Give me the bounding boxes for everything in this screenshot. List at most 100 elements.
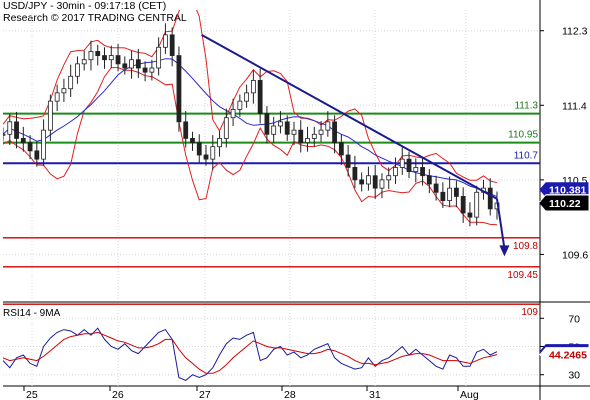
candle-body — [237, 100, 243, 110]
projection-arrow — [496, 198, 506, 249]
candle-body — [20, 138, 26, 143]
candle-body — [298, 129, 304, 143]
level-label: 110.7 — [514, 150, 539, 161]
candle-body — [359, 179, 365, 185]
candle-body — [27, 142, 33, 152]
candle-body — [325, 121, 331, 131]
candle-body — [311, 133, 317, 139]
candle-body — [169, 34, 175, 56]
candle-body — [156, 46, 162, 69]
candle-body — [271, 125, 277, 135]
candle-body — [81, 59, 87, 65]
rsi-tick-label: 70 — [568, 313, 580, 325]
candle-body — [386, 175, 392, 181]
candle-body — [413, 167, 419, 172]
candle-body — [163, 34, 168, 48]
price-panel — [3, 10, 500, 227]
price-tag-blue-label: 110.381 — [549, 185, 587, 197]
candle-body — [345, 154, 351, 168]
candle-body — [453, 187, 459, 197]
candle-body — [420, 167, 425, 177]
candle-body — [176, 55, 182, 123]
candle-body — [433, 183, 439, 193]
candle-body — [14, 121, 19, 139]
candle-body — [75, 63, 80, 77]
candle-body — [318, 129, 324, 135]
candle-body — [196, 142, 202, 156]
candle-body — [149, 67, 155, 73]
candle-body — [460, 196, 466, 214]
trendline — [201, 33, 498, 200]
x-tick-label: 27 — [199, 389, 211, 400]
candle-body — [467, 212, 473, 218]
level-label: 110.95 — [508, 130, 538, 141]
x-tick-label: 25 — [26, 389, 38, 400]
level-label: 109.45 — [507, 270, 538, 281]
candle-body — [210, 146, 216, 160]
candle-body — [332, 121, 337, 143]
candle-body — [223, 117, 229, 139]
candle-body — [108, 55, 114, 61]
candle-body — [372, 175, 378, 189]
rsi-tag-red — [539, 347, 589, 363]
candle-body — [102, 55, 107, 61]
candle-body — [183, 121, 189, 139]
rsi-tag-red-label: 44.2465 — [549, 350, 587, 362]
candle-body — [230, 109, 236, 119]
candle-body — [88, 51, 94, 61]
candle-body — [250, 80, 256, 94]
bollinger-upper — [3, 10, 498, 184]
candle-body — [291, 129, 297, 135]
rsi-title: RSI14 - 9MA — [3, 308, 61, 319]
x-tick-label: 26 — [112, 389, 124, 400]
candle-body — [366, 175, 371, 185]
candle-body — [142, 67, 148, 73]
candle-body — [61, 88, 67, 94]
rsi-line-rsi_ma — [3, 331, 498, 374]
level-label: 111.3 — [514, 101, 538, 112]
candle-body — [135, 59, 141, 69]
candle-body — [122, 63, 128, 69]
candle-body — [244, 92, 250, 102]
x-tick-label: 28 — [284, 389, 296, 400]
y-tick-label: 111.4 — [562, 100, 587, 112]
candle-body — [406, 158, 412, 172]
x-tick-label: Aug — [460, 389, 479, 400]
price-tag-black-label: 110.22 — [549, 198, 581, 210]
candle-body — [7, 121, 13, 135]
candle-body — [379, 179, 385, 189]
y-tick-label: 112.3 — [562, 26, 588, 38]
rsi-tick-label: 30 — [568, 370, 580, 382]
candle-body — [190, 138, 195, 143]
candle-body — [47, 100, 53, 131]
candle-body — [426, 175, 432, 185]
candle-body — [474, 191, 480, 218]
moving-average — [3, 58, 498, 198]
candle-body — [129, 59, 134, 69]
candle-body — [284, 121, 290, 135]
candle-body — [115, 55, 121, 65]
copyright-line: Research © 2017 TRADING CENTRAL — [3, 12, 187, 24]
candle-body — [440, 191, 446, 201]
candle-body — [217, 138, 222, 148]
level-label: 109 — [521, 307, 538, 318]
candle-body — [257, 80, 263, 114]
candle-body — [393, 167, 398, 177]
candle-body — [95, 51, 101, 56]
candle-body — [3, 133, 6, 136]
candle-body — [203, 154, 209, 160]
price-tag-black — [539, 195, 589, 211]
rsi-panel — [3, 327, 498, 381]
bollinger-lower — [3, 67, 498, 226]
candle-body — [447, 187, 453, 201]
projection-arrowhead — [499, 245, 510, 257]
rsi-line-rsi — [3, 327, 498, 381]
candle-body — [352, 167, 358, 181]
candle-body — [487, 187, 493, 210]
candle-body — [34, 150, 40, 160]
chart-title: USD/JPY - 30min - 09:17:18 (CET) — [3, 0, 167, 12]
y-tick-label: 109.6 — [562, 249, 588, 261]
candle-body — [399, 158, 405, 168]
candle-body — [41, 129, 47, 160]
